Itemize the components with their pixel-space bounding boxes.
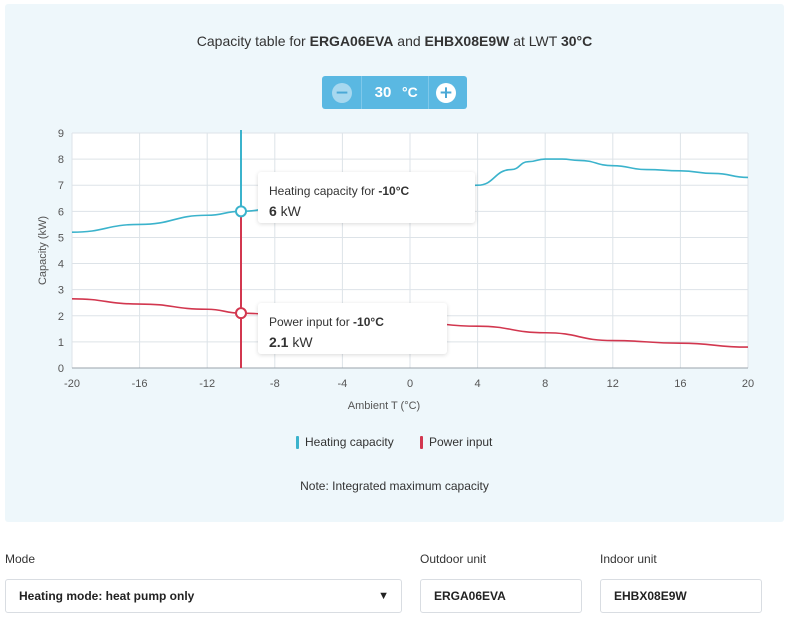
x-tick-label: 12 bbox=[607, 378, 619, 390]
chart-title: Capacity table for ERGA06EVA and EHBX08E… bbox=[196, 33, 593, 49]
plus-icon[interactable]: + bbox=[436, 83, 456, 103]
legend-heating-swatch bbox=[296, 435, 299, 449]
x-tick-label: -8 bbox=[270, 378, 280, 390]
y-axis-title: Capacity (kW) bbox=[37, 216, 49, 285]
lwt-stepper: − 30 + bbox=[322, 76, 467, 109]
y-tick-label: 3 bbox=[58, 285, 64, 297]
x-tick-label: -4 bbox=[338, 378, 348, 390]
y-tick-label: 8 bbox=[58, 154, 64, 166]
x-tick-label: -12 bbox=[199, 378, 215, 390]
heating-highlight-point bbox=[235, 205, 247, 218]
x-tick-label: 4 bbox=[475, 378, 481, 390]
outdoor-unit-field[interactable]: ERGA06EVA bbox=[420, 579, 582, 613]
chart-note: Note: Integrated maximum capacity bbox=[300, 479, 489, 493]
legend-power-swatch bbox=[420, 435, 423, 449]
power-highlight-point bbox=[235, 307, 247, 320]
y-tick-label: 1 bbox=[58, 337, 64, 349]
x-tick-label: -20 bbox=[64, 378, 80, 390]
legend-heating-label: Heating capacity bbox=[305, 435, 394, 449]
indoor-unit-value: EHBX08E9W bbox=[614, 589, 687, 603]
x-tick-label: 8 bbox=[542, 378, 548, 390]
indoor-unit-label: Indoor unit bbox=[600, 552, 657, 566]
chevron-down-icon: ▼ bbox=[378, 590, 389, 602]
x-tick-label: 20 bbox=[742, 378, 754, 390]
outdoor-unit-value: ERGA06EVA bbox=[434, 589, 506, 603]
mode-select-value: Heating mode: heat pump only bbox=[19, 589, 195, 603]
stepper-divider bbox=[361, 76, 362, 109]
heating-tooltip: Heating capacity for -10°C 6 kW bbox=[258, 172, 475, 223]
minus-icon[interactable]: − bbox=[332, 83, 352, 103]
mode-label: Mode bbox=[5, 552, 36, 566]
power-tooltip: Power input for -10°C 2.1 kW bbox=[258, 303, 447, 354]
mode-select[interactable]: Heating mode: heat pump only ▼ bbox=[5, 579, 402, 613]
heating-tooltip-value: 6 kW bbox=[269, 203, 301, 219]
heating-tooltip-label: Heating capacity for -10°C bbox=[269, 184, 410, 198]
y-tick-label: 9 bbox=[58, 128, 64, 140]
x-tick-label: -16 bbox=[132, 378, 148, 390]
y-tick-label: 4 bbox=[58, 259, 64, 271]
y-tick-label: 0 bbox=[58, 363, 64, 375]
x-tick-label: 16 bbox=[674, 378, 686, 390]
indoor-unit-field[interactable]: EHBX08E9W bbox=[600, 579, 762, 613]
lwt-unit: °C bbox=[402, 84, 418, 100]
y-tick-label: 5 bbox=[58, 232, 64, 244]
legend-power-label: Power input bbox=[429, 435, 493, 449]
power-tooltip-label: Power input for -10°C bbox=[269, 315, 384, 329]
y-tick-label: 7 bbox=[58, 180, 64, 192]
lwt-value: 30 bbox=[374, 84, 392, 101]
legend-heating[interactable]: Heating capacity bbox=[296, 435, 394, 449]
legend-power[interactable]: Power input bbox=[420, 435, 492, 449]
y-tick-label: 6 bbox=[58, 206, 64, 218]
power-tooltip-value: 2.1 kW bbox=[269, 334, 313, 350]
x-tick-label: 0 bbox=[407, 378, 413, 390]
outdoor-unit-label: Outdoor unit bbox=[420, 552, 487, 566]
y-tick-label: 2 bbox=[58, 311, 64, 323]
x-axis-title: Ambient T (°C) bbox=[348, 400, 420, 412]
stepper-divider bbox=[428, 76, 429, 109]
